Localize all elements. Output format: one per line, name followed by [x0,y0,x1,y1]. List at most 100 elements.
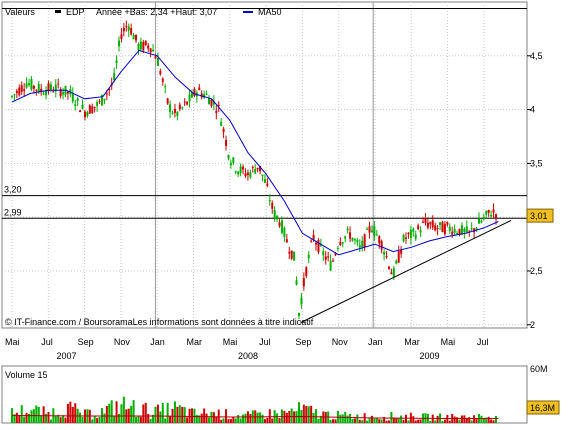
volume-bar [332,419,335,423]
candle-body [30,78,33,90]
volume-bar [215,416,218,423]
month-label: Sep [295,337,311,347]
year-label: 2008 [238,351,258,361]
volume-bar [62,415,65,423]
candle-body [149,48,152,53]
volume-bar [135,416,138,423]
volume-bar [405,414,408,423]
volume-bar [234,418,237,423]
volume-bar [156,404,159,423]
candle-body [222,128,225,133]
candle-body [188,94,191,102]
volume-bar [249,414,252,423]
candle-body [71,93,74,102]
candle-body [42,93,45,95]
volume-bar [315,409,318,423]
candle-body [166,98,169,104]
volume-bar [42,406,45,423]
candle-body [431,220,434,228]
candle-body [215,110,218,113]
candle-body [190,92,193,98]
month-label: Jan [368,337,383,347]
ma50-line [11,49,499,256]
volume-bar [310,405,313,423]
volume-bar [448,420,451,423]
candle-body [18,87,21,96]
candle-body [35,89,38,91]
candle-body [40,88,43,92]
candle-body [130,28,133,35]
candle-body [297,313,300,316]
candle-body [256,167,259,170]
volume-bar [203,408,206,423]
candle-body [268,200,271,202]
volume-bar [441,421,444,423]
candle-body [198,87,201,91]
candle-body [159,70,162,75]
volume-bar [356,414,359,423]
candle-body [485,210,488,215]
candle-body [426,222,429,228]
volume-bar [98,416,101,423]
volume-bar [103,413,106,423]
volume-bar [378,419,381,423]
volume-bar [334,419,337,423]
candle-body [105,93,108,95]
legend-ma: MA50 [258,7,282,17]
volume-bar [115,401,118,423]
candle-body [74,104,77,107]
candle-body [76,98,79,101]
month-label: Mar [187,337,203,347]
candle-body [417,225,420,230]
volume-bar [276,413,279,423]
volume-bar [361,420,364,423]
volume-bar [312,412,315,423]
candle-body [239,166,242,173]
volume-bar [293,411,296,423]
legend-ma-swatch [243,11,253,13]
volume-bar [105,406,108,423]
level-label-320: 3,20 [4,185,22,195]
volume-bar [49,419,52,423]
volume-bar [237,415,240,423]
candle-body [25,83,28,88]
candle-body [327,256,330,258]
volume-bar [268,409,271,423]
candle-body [137,43,140,51]
candle-body [66,91,69,94]
volume-bar [154,406,157,423]
volume-bar [470,420,473,423]
legend: Valeurs EDP Année +Bas: 2,34 +Haut: 3,07… [5,7,282,17]
candle-body [412,228,415,232]
candle-body [57,83,60,85]
candle-body [178,104,181,110]
volume-bar [358,419,361,423]
candle-body [436,228,439,230]
volume-bar [79,412,82,423]
volume-bar [164,418,167,423]
month-label: Mai [441,337,456,347]
candle-body [103,98,106,101]
candle-body [37,84,40,93]
last-value-badge: 3,01 [526,208,554,223]
candle-body [212,101,215,105]
candle-body [52,91,55,93]
candle-body [300,297,303,305]
volume-bar [468,417,471,423]
volume-bar [132,400,135,423]
candle-body [181,107,184,109]
candle-body [458,228,461,236]
volume-bar [305,405,308,423]
volume-bar [259,412,262,423]
candle-body [186,101,189,105]
volume-bar [417,419,420,423]
candle-body [310,240,313,242]
candle-body [259,165,262,172]
volume-bar [13,414,16,423]
volume-bar [373,418,376,423]
volume-bar [370,415,373,423]
candle-body [492,209,495,213]
y-tick-labels: 4,543,532,52 [527,51,543,330]
candle-body [169,104,172,112]
candle-body [96,102,99,106]
